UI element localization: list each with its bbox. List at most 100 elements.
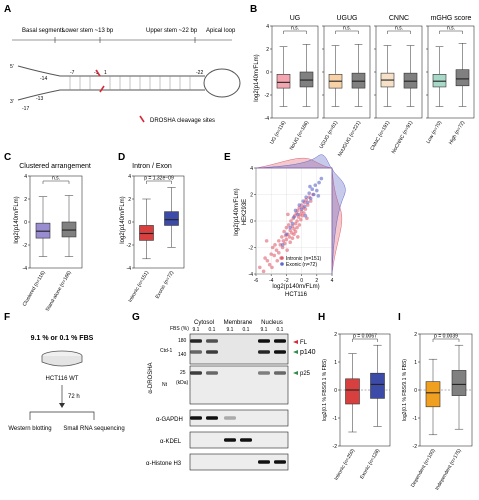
pval-label: n.s. [291,26,299,32]
blot-band [206,339,218,343]
y-tick-label: 1 [334,360,337,366]
pval-label: n.s. [52,176,60,182]
band-p140-arrow [293,350,298,354]
scatter-point [287,235,292,239]
panel-d-plot: -4 -2 0 2 4 Intronic (n=151) Exonic (n=72) p = … [127,174,185,303]
scatter-point [284,237,289,242]
panel-e-ylabel: log2(p140m/FLm) [234,188,240,235]
density-top-intronic [255,157,333,169]
scatter-point [293,221,298,226]
category-label: Exonic (n=72) [155,270,176,300]
y-tick-label: -1 [413,416,418,422]
blot-band [274,339,286,343]
blot-gapdh [189,409,289,427]
density-top-exonic [255,154,333,169]
box [345,378,360,405]
category-label: Stand-alone (n=166) [45,270,73,313]
scatter-point [280,245,285,250]
category-label: Low (n=70) [425,120,443,145]
y-tick-label: -2 [127,243,132,249]
loading-kdel: α-KDEL [160,439,182,445]
y-tick-label: 2 [24,197,27,203]
panel-b-letter: B [250,4,257,15]
y-tick-label: -2 [413,444,418,450]
scatter-point [308,196,313,201]
scatter-point [305,216,309,221]
panel-b-title: mGHG score [431,15,472,22]
fbs-label: FBS (%) [170,326,189,332]
pos-label: -13 [36,96,43,102]
density-right-exonic [331,167,346,275]
pval-label: n.s. [395,26,403,32]
scatter-point [273,243,277,247]
panel-i-plot: -2 -1 0 1 2 Dependent (n=100)Independent (n=1… [410,332,473,492]
panel-e-xsub: HCT116 [285,292,308,298]
panel-i-ylabel: log2(0.1 % FBS/9.1 % FBS) [402,359,408,421]
scatter-point [290,221,295,226]
pos-label: -22 [196,70,203,76]
pos-label: 1 [104,70,107,76]
panel-c-title: Clustered arrangement [19,163,91,170]
panel-b-title: UG [290,15,301,22]
blot-bands [190,339,286,464]
panel-d-ylabel: log2(p140m/FLm) [120,196,126,243]
pval-bracket [146,180,172,184]
panel-h-letter: H [318,312,325,323]
scatter-point [293,229,298,234]
y-tick-label: -4 [23,266,28,272]
y-tick-label: 2 [414,332,417,338]
panel-b-title: CNNC [389,15,409,22]
y-tick-label: 2 [334,332,337,338]
scatter-point [302,211,306,215]
blot-band [258,371,270,375]
scatter-point [302,204,307,209]
scatter-point [263,256,267,260]
scatter-point [288,225,293,230]
legend-label: Intronic (n=151) [286,256,321,262]
scatter-point [305,200,310,205]
scatter-point [300,213,305,218]
scatter-point [289,219,293,223]
scatter-point [295,225,299,230]
box [432,74,447,88]
y-tick-label: 0 [334,388,337,394]
y-tick-label: 2 [250,192,253,198]
fraction-membrane: Membrane [224,320,253,326]
scatter-point [299,207,304,211]
scatter-point [265,258,270,263]
panel-f-cell: HCT116 WT [46,376,79,382]
panel-f-out-western: Western blotting [8,426,51,432]
x-tick-label: 4 [331,278,334,284]
y-tick-label: -2 [265,93,270,99]
category-label: Independent (n=175) [434,448,463,492]
category-label: UGUG (n=61) [319,120,340,150]
band-p25-label: p25 [300,371,311,377]
blot-histone [189,453,289,471]
y-tick-label: -2 [23,243,28,249]
scatter-point [316,194,321,198]
scatter-point [270,265,274,270]
region-basal: Basal segments [22,28,65,34]
lane-label: 9.1 [227,327,234,333]
category-label: NoUGUG (n=221) [337,120,362,158]
blot-kdel [189,431,289,449]
panel-f: F 9.1 % or 0.1 % FBS HCT116 WT 72 h West… [4,312,125,432]
panel-d-letter: D [118,152,125,163]
marker-180: 180 [178,338,187,344]
panel-i-letter: I [398,312,401,323]
apical-loop [203,68,241,98]
kda-label: (kDa) [176,380,189,386]
y-tick-label: 2 [266,47,269,53]
blot-band [274,460,286,464]
y-tick-label: 0 [414,388,417,394]
fraction-nucleus: Nucleus [261,320,283,326]
pos-label: -1 [94,70,99,76]
marker-25: 25 [180,370,186,376]
scatter-point [261,269,266,274]
panel-h: H log2(0.1 % FBS/9.1 % FBS) -2 -1 0 1 2 Intro… [318,312,391,481]
panel-e-xlabel: log2(p140m/FLm) [272,284,319,290]
panel-c-letter: C [4,152,11,163]
scatter-point [292,227,296,231]
scatter-point [310,187,315,191]
